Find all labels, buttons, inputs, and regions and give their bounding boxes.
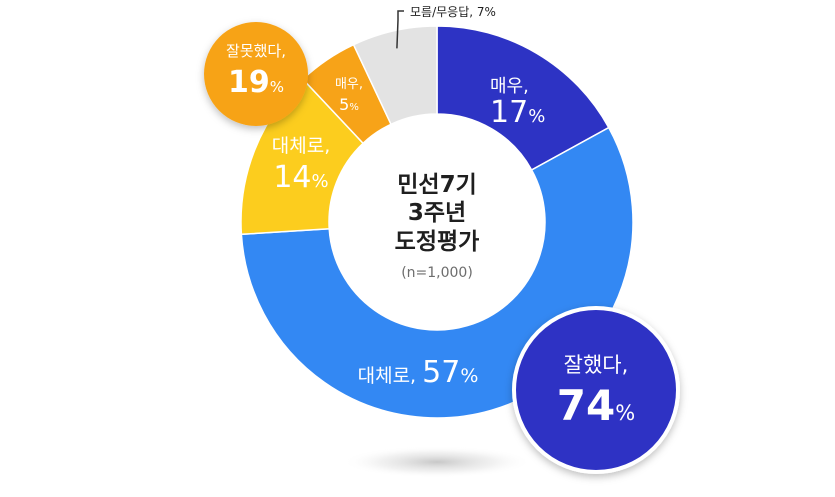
center-title-line-2: 3주년 (408, 200, 466, 226)
summary-value-good-total: 74% (557, 381, 635, 430)
center-title-line-3: 도정평가 (395, 229, 480, 255)
label-fairly-bad-value: 14% (273, 160, 328, 195)
summary-label-good-total: 잘했다, (564, 353, 629, 377)
summary-circle-good-total (512, 306, 680, 474)
label-very-good-value: 17% (490, 95, 545, 130)
segment-labels: 매우,17%대체로, 57%대체로,14%매우,5%모름/무응답, 7% (272, 5, 546, 390)
center-title-line-1: 민선7기 (397, 172, 476, 198)
label-fairly-good: 대체로, 57% (358, 355, 479, 390)
summary-bad-total: 잘못했다, 19% (204, 22, 308, 126)
summary-label-bad-total: 잘못했다, (226, 42, 286, 60)
center-label: 민선7기 3주년 도정평가 (n=1,000) (395, 172, 480, 281)
summary-circles: 잘했다, 74% 잘못했다, 19% (204, 22, 680, 474)
label-very-good-name: 매우, (490, 76, 529, 97)
leader-line-unknown (396, 10, 404, 49)
summary-circle-bad-total (204, 22, 308, 126)
summary-value-bad-total: 19% (228, 65, 284, 100)
summary-good-total: 잘했다, 74% (512, 306, 680, 474)
sample-size-note: (n=1,000) (401, 265, 473, 281)
label-very-bad-name: 매우, (335, 77, 363, 92)
ground-shadow (342, 446, 532, 478)
label-unknown: 모름/무응답, 7% (410, 5, 496, 19)
label-very-bad-value: 5% (339, 95, 359, 114)
donut-hole (329, 114, 545, 330)
label-fairly-bad-name: 대체로, (272, 135, 330, 157)
